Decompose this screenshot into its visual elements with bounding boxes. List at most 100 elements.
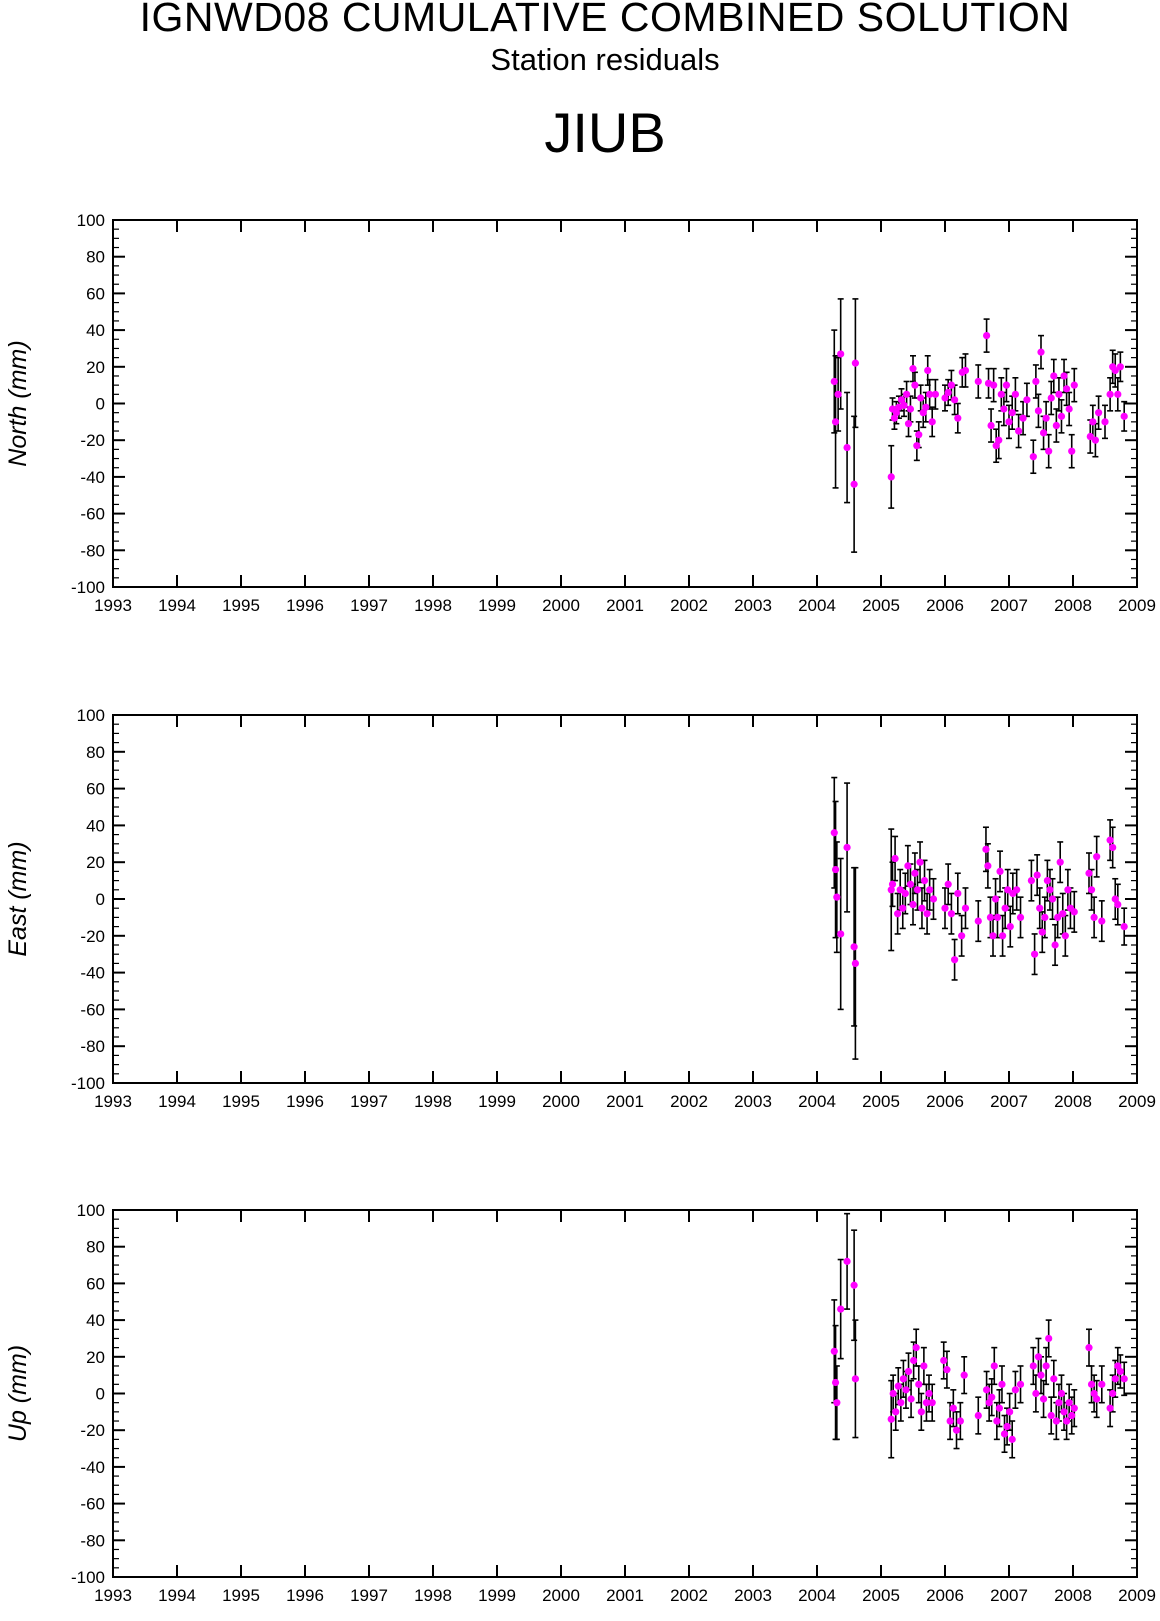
- east-data-point: [918, 904, 926, 912]
- east-data-point: [1031, 950, 1039, 958]
- up-x-tick-label: 2004: [798, 1586, 836, 1605]
- east-data-point: [984, 862, 992, 870]
- east-data-point: [986, 913, 995, 922]
- east-data-point: [941, 904, 949, 912]
- east-data-point: [974, 917, 982, 925]
- north-data-point: [897, 396, 906, 404]
- east-data-point: [1027, 877, 1035, 885]
- up-data-point: [910, 1356, 918, 1365]
- east-y-tick-label: 40: [86, 816, 105, 835]
- north-y-tick-label: 60: [86, 284, 105, 303]
- up-data-point: [887, 1415, 895, 1423]
- east-y-tick-label: -40: [80, 964, 105, 983]
- up-y-tick-label: -100: [71, 1568, 105, 1587]
- north-data-point: [1002, 381, 1011, 389]
- east-data-point: [982, 845, 990, 853]
- up-data-point: [1057, 1389, 1066, 1398]
- up-y-tick-label: 60: [86, 1274, 105, 1293]
- east-data-point: [1109, 843, 1117, 852]
- up-x-tick-label: 2002: [670, 1586, 708, 1605]
- north-x-tick-label: 2009: [1118, 596, 1156, 615]
- north-x-tick-label: 2006: [926, 596, 964, 615]
- north-data-point: [990, 381, 998, 389]
- east-data-point: [951, 956, 959, 964]
- north-data-point: [834, 390, 842, 398]
- up-data-point: [993, 1417, 1001, 1425]
- up-data-point: [831, 1378, 840, 1387]
- north-data-point: [1060, 372, 1068, 380]
- east-data-point: [920, 877, 929, 885]
- north-y-tick-label: 80: [86, 248, 105, 267]
- north-data-point: [1000, 405, 1008, 413]
- east-x-tick-label: 1995: [222, 1092, 260, 1111]
- east-data-point: [1006, 923, 1014, 931]
- up-data-point: [1085, 1344, 1093, 1352]
- up-data-point: [1060, 1408, 1068, 1416]
- east-data-point: [1093, 853, 1101, 861]
- north-data-point: [892, 409, 900, 417]
- up-data-point: [995, 1404, 1004, 1412]
- north-data-point: [1011, 390, 1020, 398]
- east-data-point: [891, 854, 899, 863]
- up-data-point: [998, 1380, 1006, 1388]
- north-data-point: [954, 414, 962, 422]
- east-data-point: [1106, 836, 1114, 844]
- north-data-point: [924, 366, 932, 375]
- east-data-point: [896, 886, 904, 894]
- east-data-point: [993, 913, 1002, 922]
- north-data-point: [997, 390, 1005, 398]
- up-data-point: [1034, 1353, 1043, 1361]
- north-data-point: [1116, 363, 1124, 371]
- north-x-tick-label: 2008: [1054, 596, 1092, 615]
- east-x-tick-label: 1998: [414, 1092, 452, 1111]
- up-y-tick-label: -20: [80, 1421, 105, 1440]
- up-data-point: [922, 1399, 931, 1407]
- up-data-point: [894, 1382, 902, 1390]
- north-x-tick-label: 1999: [478, 596, 516, 615]
- east-x-tick-label: 2008: [1054, 1092, 1092, 1111]
- up-x-tick-label: 2005: [862, 1586, 900, 1605]
- north-x-tick-label: 1994: [158, 596, 196, 615]
- north-y-tick-label: -100: [71, 578, 105, 597]
- up-data-point: [850, 1281, 858, 1289]
- up-x-tick-label: 2001: [606, 1586, 644, 1605]
- up-x-tick-label: 1998: [414, 1586, 452, 1605]
- north-data-point: [1120, 412, 1128, 420]
- up-data-point: [1098, 1380, 1106, 1388]
- up-x-tick-label: 1993: [94, 1586, 132, 1605]
- east-x-tick-label: 2001: [606, 1092, 644, 1111]
- up-x-tick-label: 1996: [286, 1586, 324, 1605]
- north-data-point: [906, 405, 915, 413]
- north-data-point: [1008, 409, 1016, 417]
- east-data-point: [991, 895, 1000, 903]
- north-data-point: [1089, 418, 1097, 426]
- up-data-point: [1050, 1375, 1058, 1383]
- up-data-point: [1063, 1417, 1071, 1425]
- up-data-point: [949, 1404, 957, 1412]
- north-data-point: [1019, 414, 1027, 422]
- east-data-point: [1046, 886, 1054, 894]
- up-data-point: [1008, 1435, 1016, 1443]
- north-x-tick-label: 1996: [286, 596, 324, 615]
- north-x-tick-label: 1997: [350, 596, 388, 615]
- east-data-point: [1061, 932, 1069, 940]
- north-data-point: [915, 431, 923, 439]
- east-data-point: [843, 843, 851, 852]
- up-data-point: [1090, 1389, 1098, 1398]
- north-data-point: [1029, 453, 1037, 461]
- east-data-point: [926, 886, 934, 894]
- north-data-point: [1070, 381, 1078, 389]
- east-y-tick-label: 80: [86, 743, 105, 762]
- east-data-point: [999, 932, 1007, 940]
- north-data-point: [1047, 394, 1055, 402]
- east-data-point: [954, 889, 962, 898]
- up-x-tick-label: 1997: [350, 1586, 388, 1605]
- east-data-point: [1054, 913, 1062, 922]
- north-y-tick-label: 40: [86, 321, 105, 340]
- east-data-point: [913, 886, 922, 894]
- north-data-point: [890, 414, 899, 422]
- up-data-point: [1093, 1395, 1101, 1403]
- east-data-point: [958, 932, 966, 940]
- up-data-point: [897, 1399, 905, 1407]
- north-data-point: [1055, 390, 1063, 398]
